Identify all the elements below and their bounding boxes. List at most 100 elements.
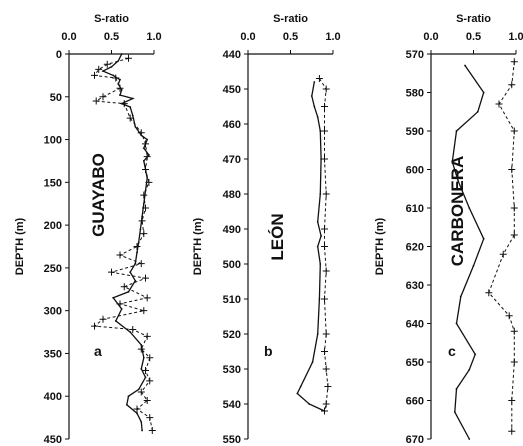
data-point-plus	[321, 155, 328, 163]
data-point	[142, 202, 145, 205]
data-point	[310, 95, 313, 97]
data-point-plus	[508, 397, 516, 404]
data-point	[131, 114, 134, 117]
data-point	[316, 245, 319, 248]
formation-label: LEÓN	[268, 213, 287, 260]
y-tick-label: 550	[223, 434, 241, 446]
y-axis-title: DEPTH (m)	[192, 217, 204, 275]
data-point-plus	[143, 153, 151, 161]
data-point	[125, 403, 128, 406]
data-point	[142, 147, 145, 150]
y-tick-label: 470	[223, 154, 241, 166]
y-tick-label: 480	[223, 189, 241, 201]
data-point-plus	[137, 388, 145, 396]
y-tick-label: 250	[44, 263, 62, 275]
data-point	[313, 105, 316, 108]
data-point	[319, 263, 322, 265]
data-point-plus	[321, 127, 328, 135]
data-point-plus	[321, 243, 328, 250]
data-point	[120, 89, 123, 91]
data-point	[474, 353, 477, 356]
data-point	[142, 356, 145, 359]
data-point-plus	[321, 295, 328, 303]
data-point	[136, 251, 138, 254]
y-tick-label: 350	[44, 348, 62, 360]
data-point-plus	[324, 383, 332, 390]
panel-letter: a	[94, 343, 102, 359]
data-point	[313, 81, 316, 83]
data-point-plus	[508, 166, 516, 173]
data-point-plus	[321, 348, 328, 355]
data-point	[320, 235, 322, 237]
data-point-plus	[146, 377, 154, 385]
data-point-plus	[508, 81, 516, 89]
data-point	[134, 125, 137, 128]
data-point	[134, 279, 137, 282]
x-tick-label: 1.0	[146, 31, 161, 43]
data-point	[120, 308, 123, 310]
data-point-plus	[137, 260, 145, 268]
data-point-plus	[142, 140, 149, 148]
y-tick-label: 650	[406, 357, 424, 369]
data-point-plus	[505, 312, 513, 320]
data-point	[129, 106, 132, 108]
data-point-plus	[120, 100, 128, 108]
data-point-plus	[140, 191, 148, 199]
data-point	[148, 154, 150, 156]
data-point-plus	[95, 65, 103, 73]
chart-panel-b: S-ratio 0.0 0.5 1.0 440 450 460 470 480 490 500 510…	[192, 13, 341, 446]
data-point	[468, 207, 471, 209]
data-point-plus	[495, 100, 503, 108]
data-point-plus	[140, 230, 148, 238]
x-tick-label: 0.5	[466, 31, 481, 43]
y-tick-label: 570	[406, 49, 424, 61]
data-point	[316, 221, 319, 223]
data-point-plus	[142, 166, 149, 173]
y-tick-label: 490	[223, 224, 241, 236]
data-point-plus	[322, 400, 330, 408]
data-point	[476, 110, 479, 113]
y-tick-label: 670	[406, 434, 424, 446]
panel-letter: b	[264, 343, 273, 359]
series-line-dashed	[488, 61, 515, 432]
data-point-plus	[142, 367, 149, 375]
data-point	[137, 388, 140, 391]
data-point-plus	[116, 84, 124, 92]
series-line-solid	[296, 81, 325, 412]
y-tick-label: 630	[406, 280, 424, 292]
data-point	[316, 333, 319, 335]
data-point	[127, 290, 130, 293]
data-point	[453, 411, 456, 413]
chart-panel-a: S-ratio 0.0 0.5 1.0 0 50 100 150 200 250 300 350 400…	[14, 13, 162, 446]
data-point-plus	[108, 268, 115, 276]
data-point	[455, 130, 458, 132]
y-tick-label: 600	[406, 165, 424, 177]
y-tick-label: 440	[223, 49, 241, 61]
data-point-plus	[138, 217, 146, 225]
data-point-plus	[133, 405, 141, 413]
data-point-plus	[143, 397, 151, 404]
data-point	[482, 91, 485, 94]
data-point-plus	[499, 250, 507, 258]
data-point-plus	[142, 204, 149, 212]
data-point	[141, 429, 144, 432]
data-point-plus	[143, 294, 151, 302]
data-point	[140, 420, 143, 423]
data-point	[459, 295, 462, 298]
data-point-plus	[142, 274, 149, 282]
x-axis-title: S-ratio	[456, 13, 491, 25]
data-point-plus	[91, 71, 98, 79]
y-tick-label: 520	[223, 329, 241, 341]
x-tick-label: 0.5	[283, 31, 298, 43]
data-point-plus	[322, 190, 330, 198]
y-tick-label: 640	[406, 319, 424, 331]
x-tick-label: 1.0	[325, 31, 340, 43]
y-tick-label: 660	[406, 396, 424, 408]
data-point	[140, 367, 143, 370]
y-axis-title: DEPTH (m)	[374, 217, 386, 275]
data-point	[142, 160, 145, 162]
data-point	[146, 138, 149, 141]
data-point	[311, 361, 314, 363]
series-line-solid	[101, 53, 150, 431]
data-point-plus	[322, 267, 330, 275]
